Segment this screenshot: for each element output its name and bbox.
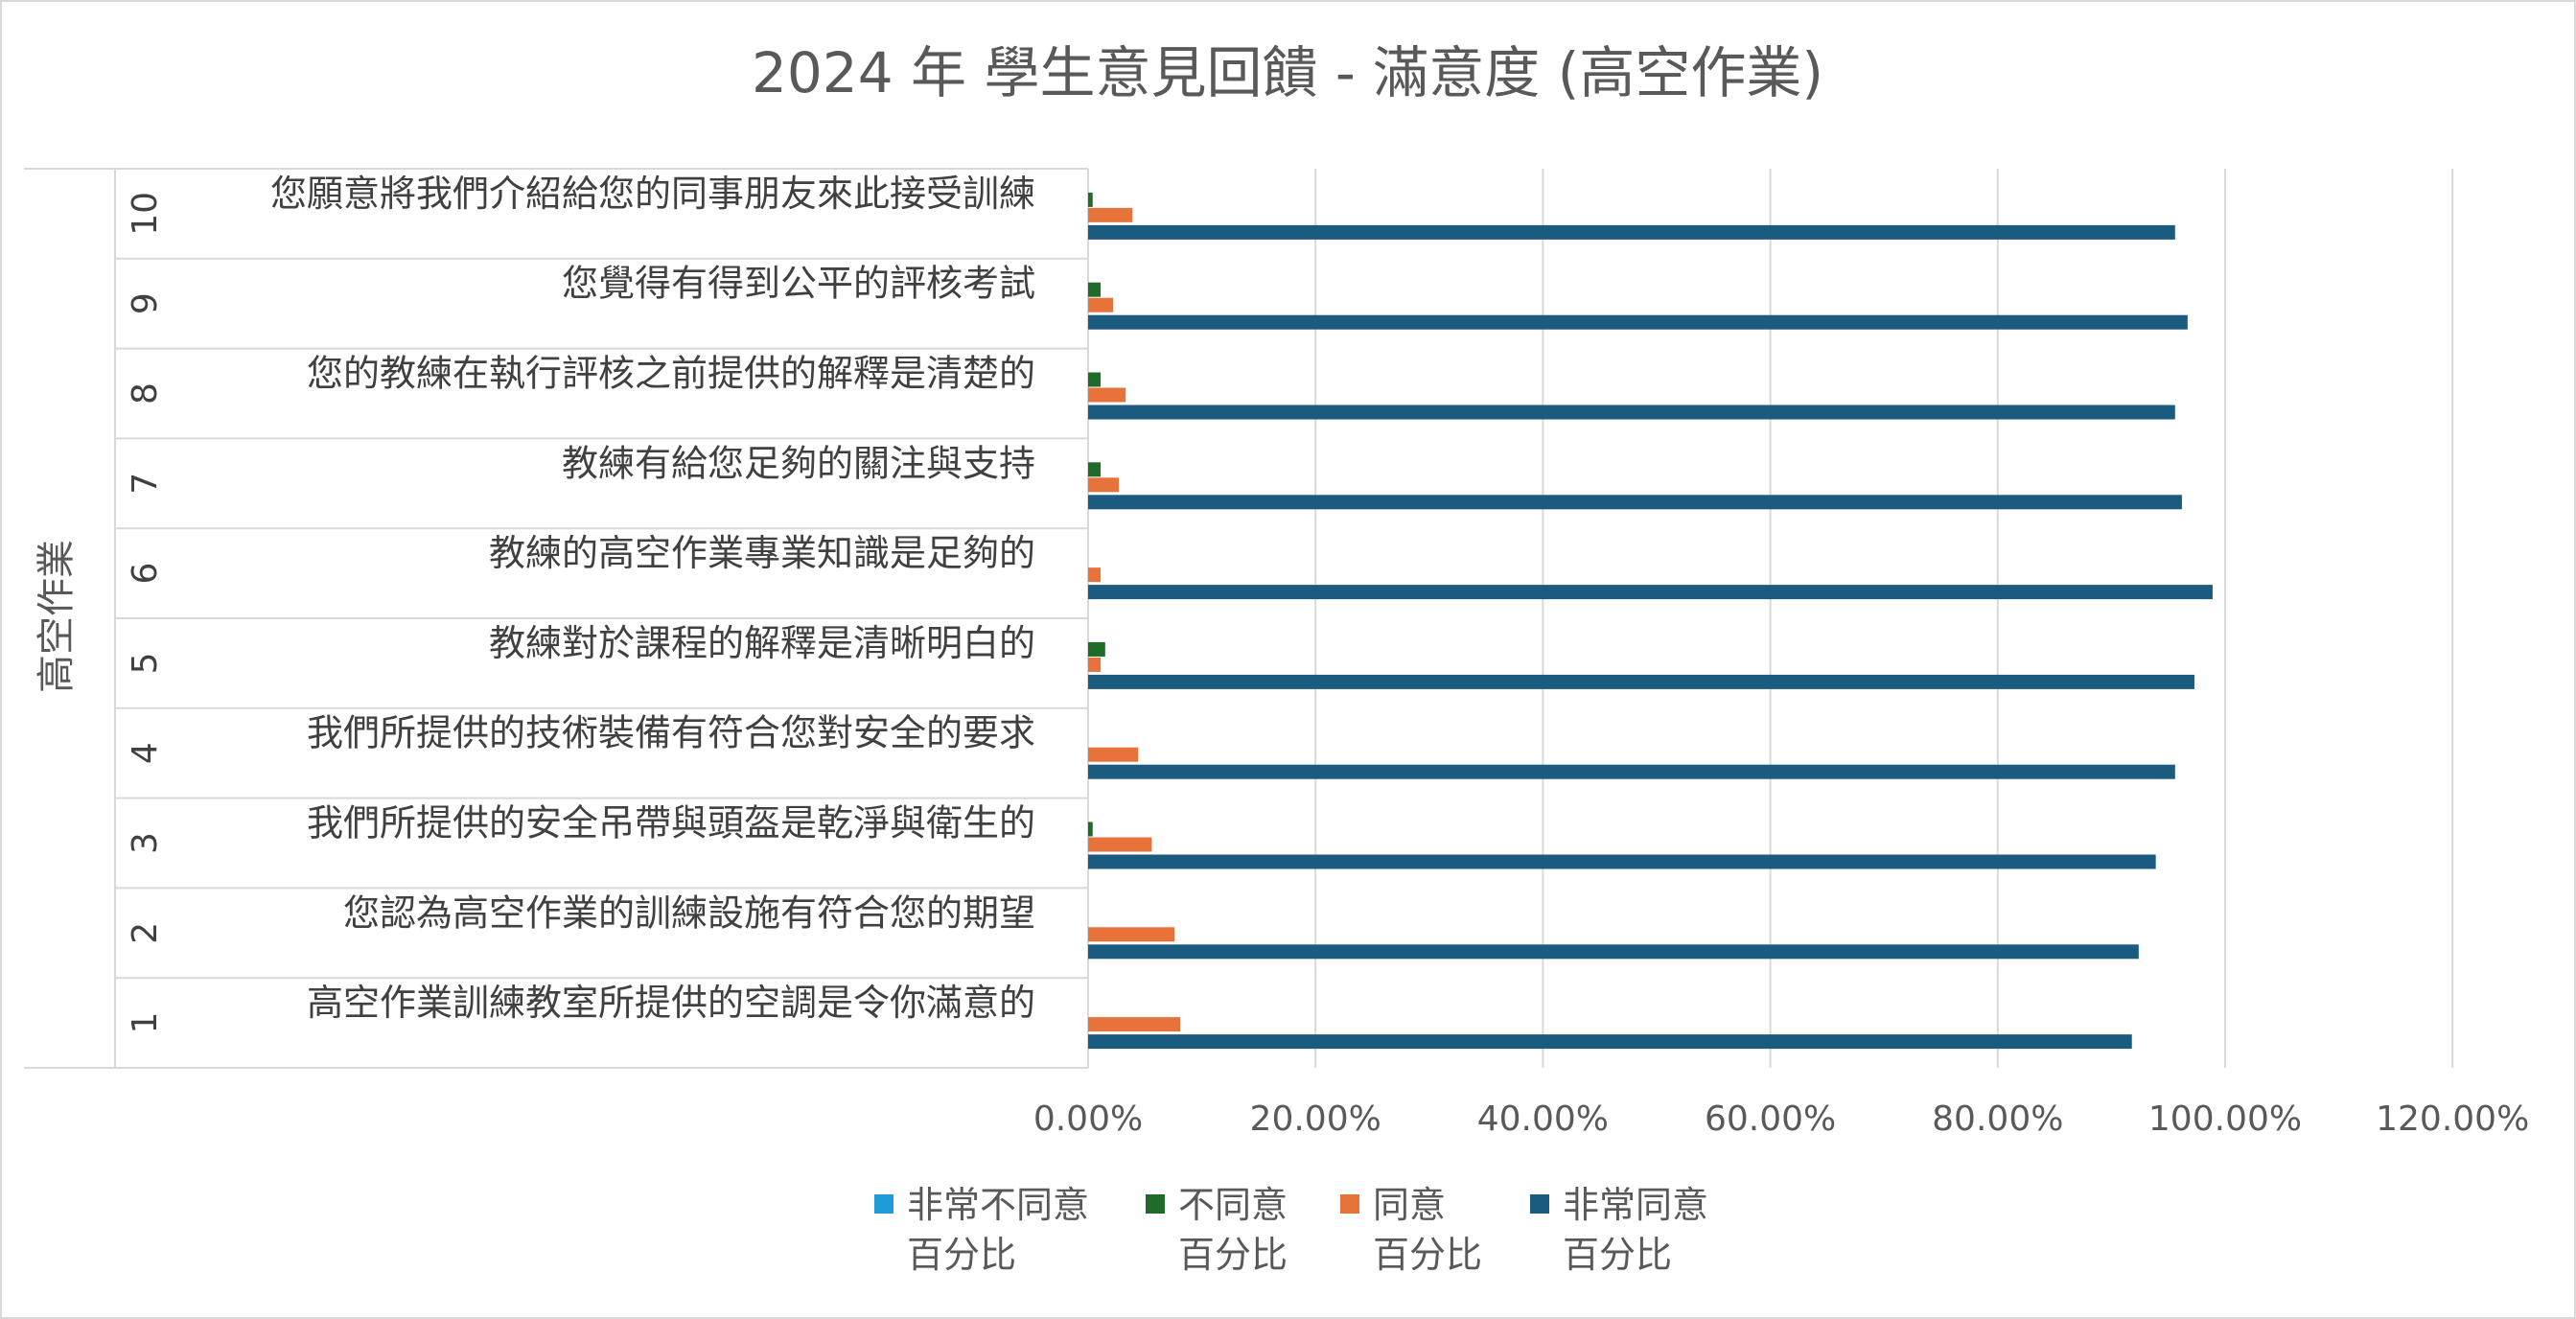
bar <box>1088 674 2194 689</box>
x-tick-label: 80.00% <box>1932 1099 2063 1139</box>
bar <box>1088 314 2188 330</box>
bar <box>1088 747 1139 762</box>
bar <box>1088 821 1093 837</box>
category-label: 教練有給您足夠的關注與支持 <box>562 442 1035 484</box>
legend-label: 百分比 <box>1373 1234 1482 1276</box>
x-tick-label: 20.00% <box>1250 1099 1381 1139</box>
category-number: 5 <box>126 652 165 674</box>
bar <box>1088 224 2175 240</box>
group-axis-label: 高空作業 <box>35 540 79 693</box>
category-label: 高空作業訓練教室所提供的空調是令你滿意的 <box>307 982 1035 1024</box>
category-label: 教練對於課程的解釋是清晰明白的 <box>489 622 1035 664</box>
bar <box>1088 207 1133 222</box>
x-axis-ticks: 0.00% 20.00% 40.00% 60.00% 80.00% 100.00% 120.… <box>1033 1099 2529 1139</box>
category-label: 我們所提供的安全吊帶與頭盔是乾淨與衛生的 <box>307 802 1035 845</box>
x-tick-label: 120.00% <box>2376 1099 2529 1139</box>
legend-swatch <box>1530 1194 1549 1214</box>
bar <box>1088 192 1093 207</box>
category-number: 6 <box>126 563 165 585</box>
category-table: 高空作業訓練教室所提供的空調是令你滿意的 1 您認為高空作業的訓練設施有符合您的期望… <box>24 168 1089 1069</box>
bar <box>1088 477 1120 493</box>
category-label: 您願意將我們介紹給您的同事朋友來此接受訓練 <box>270 173 1035 215</box>
bar <box>1088 837 1152 852</box>
legend-label: 不同意 <box>1178 1184 1288 1226</box>
legend-swatch <box>874 1194 893 1214</box>
legend-label: 百分比 <box>1178 1234 1288 1276</box>
bars <box>1088 192 2213 1050</box>
bar <box>1088 641 1105 657</box>
bar <box>1088 764 2175 779</box>
bar <box>1088 372 1102 387</box>
legend-label: 百分比 <box>907 1234 1016 1276</box>
legend-swatch <box>1146 1194 1165 1214</box>
category-label: 教練的高空作業專業知識是足夠的 <box>489 532 1035 574</box>
bar <box>1088 567 1102 583</box>
bar <box>1088 927 1175 942</box>
bar <box>1088 387 1126 403</box>
category-number: 7 <box>126 473 165 495</box>
category-label: 您認為高空作業的訓練設施有符合您的期望 <box>343 891 1035 934</box>
bar <box>1088 282 1102 297</box>
x-tick-label: 40.00% <box>1477 1099 1609 1139</box>
legend-label: 非常同意 <box>1563 1184 1708 1226</box>
bar <box>1088 1034 2132 1050</box>
bar <box>1088 854 2156 869</box>
x-tick-label: 0.00% <box>1033 1099 1143 1139</box>
bar <box>1088 462 1102 477</box>
legend-label: 百分比 <box>1563 1234 1672 1276</box>
legend-label: 同意 <box>1373 1184 1446 1226</box>
x-tick-label: 60.00% <box>1705 1099 1836 1139</box>
bar <box>1088 495 2182 510</box>
category-number: 2 <box>126 922 165 944</box>
legend-swatch <box>1340 1194 1359 1214</box>
legend-label: 非常不同意 <box>907 1184 1089 1226</box>
bar <box>1088 944 2139 960</box>
bar <box>1088 657 1102 672</box>
category-number: 9 <box>126 292 165 314</box>
bar <box>1088 297 1114 312</box>
category-label: 您覺得有得到公平的評核考試 <box>562 263 1035 305</box>
category-number: 4 <box>126 742 165 764</box>
category-number: 8 <box>126 382 165 405</box>
x-tick-label: 100.00% <box>2148 1099 2302 1139</box>
category-number: 10 <box>126 192 165 236</box>
bar <box>1088 405 2175 420</box>
category-number: 3 <box>126 832 165 854</box>
category-label: 我們所提供的技術裝備有符合您對安全的要求 <box>307 712 1035 754</box>
bar <box>1088 585 2213 600</box>
chart-title: 2024 年 學生意見回饋 - 滿意度 (高空作業) <box>752 40 1823 105</box>
category-number: 1 <box>126 1012 165 1034</box>
category-label: 您的教練在執行評核之前提供的解釋是清楚的 <box>307 353 1035 395</box>
bar <box>1088 1017 1181 1032</box>
